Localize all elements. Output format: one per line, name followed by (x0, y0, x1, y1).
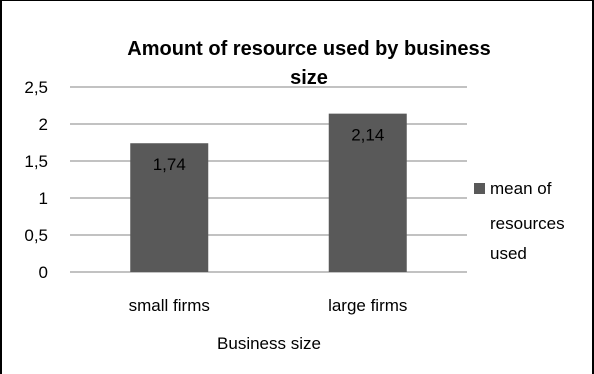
legend-label-line-2: resources (490, 214, 565, 233)
bar-value-label: 1,74 (153, 155, 186, 174)
y-tick-label: 1 (39, 189, 48, 208)
chart-title-line-1: Amount of resource used by business (127, 38, 490, 60)
gridlines (70, 86, 467, 273)
y-tick-label: 2,5 (24, 78, 48, 97)
legend-label-line-1: mean of (490, 179, 552, 198)
bars: 1,74 2,14 (130, 113, 407, 272)
legend: mean of resources used (474, 179, 565, 263)
legend-label-line-3: used (490, 244, 527, 263)
x-axis-title: Business size (217, 334, 321, 353)
bar-value-label: 2,14 (351, 126, 384, 145)
y-axis-tick-labels: 0 0,5 1 1,5 2 2,5 (24, 78, 48, 282)
chart-title-line-2: size (290, 67, 328, 89)
y-tick-label: 0,5 (24, 226, 48, 245)
y-tick-label: 0 (39, 263, 48, 282)
bar (130, 143, 209, 272)
x-category-label: large firms (328, 296, 407, 315)
x-axis-category-labels: small firms large firms (129, 296, 408, 315)
bar (328, 113, 407, 272)
y-tick-label: 1,5 (24, 152, 48, 171)
x-category-label: small firms (129, 296, 210, 315)
legend-swatch (474, 183, 485, 194)
y-tick-label: 2 (39, 115, 48, 134)
